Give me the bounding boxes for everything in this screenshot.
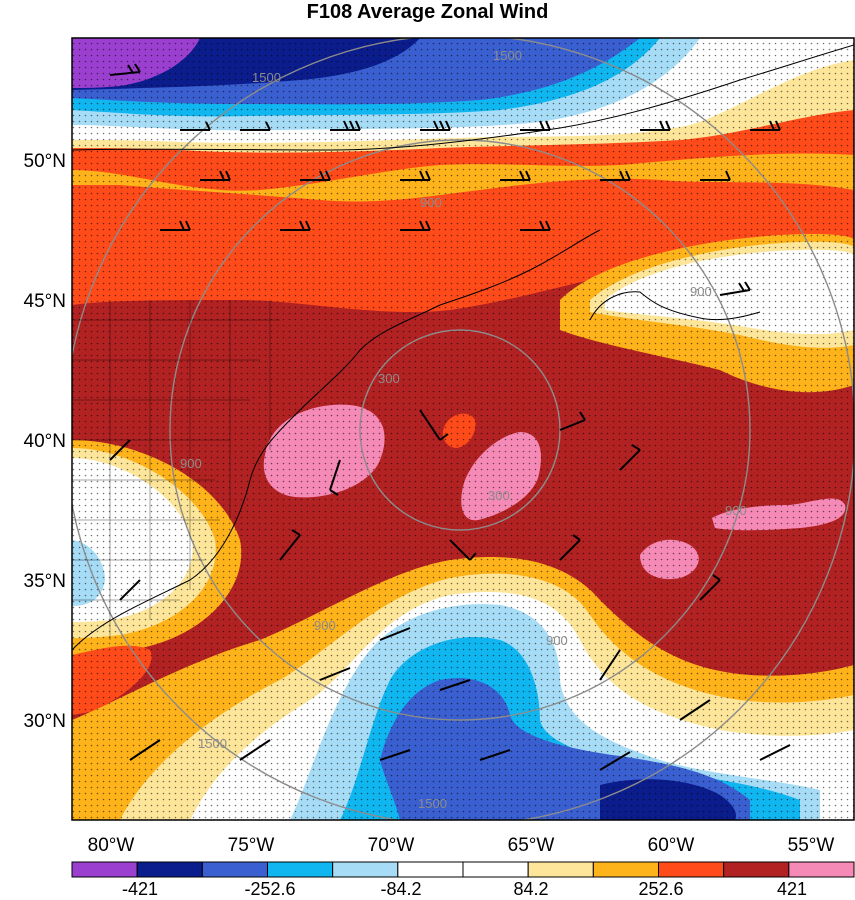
plot-frame [71,37,855,821]
contour-label-300: 300 [378,371,400,386]
contour-label-900: 900 [725,503,747,518]
colorbar-swatch [71,861,138,878]
political-boundaries [72,300,280,640]
lat-label-30n: 30°N [23,711,66,732]
colorbar-swatch [527,861,594,878]
colorbar-swatch [201,861,268,878]
contour-label-300: 300 [488,488,510,503]
colorbar-swatch [332,861,399,878]
lon-label-55w: 55°W [787,835,835,856]
colorbar-label: 252.6 [638,879,684,899]
lat-label-40n: 40°N [23,431,66,452]
colorbar-label: -252.6 [244,879,296,899]
colorbar-label: -84.2 [380,879,422,899]
wind-barbs [109,63,791,771]
colorbar-swatch [592,861,659,878]
colorbar-swatch [136,861,203,878]
colorbar-label: -421 [121,879,159,899]
colorbar-swatch [658,861,725,878]
coastlines [72,44,854,651]
contour-label-1500: 1500 [493,48,522,63]
colorbar-label: 84.2 [513,879,549,899]
coastline-north [72,44,854,151]
lat-label-50n: 50°N [23,151,66,172]
contour-label-900: 900 [420,195,442,210]
significance-stipple [72,38,854,820]
coastline-newfoundland [589,291,761,321]
contour-label-900: 900 [314,618,336,633]
coastline-nova-scotia [439,229,601,306]
map-plot-area: 1500 1500 900 900 300 300 900 900 900 90… [72,38,854,820]
colorbar [71,861,855,878]
colorbar-swatch [267,861,334,878]
lon-label-65w: 65°W [507,835,555,856]
range-ring-middle [169,139,751,721]
lon-label-70w: 70°W [367,835,415,856]
lat-label-45n: 45°N [23,291,66,312]
contour-label-900: 900 [690,284,712,299]
contour-label-900: 900 [180,456,202,471]
coastline-east-us [72,304,441,651]
colorbar-swatch [788,861,855,878]
colorbar-swatch [723,861,790,878]
contour-label-1500: 1500 [198,736,227,751]
lon-label-80w: 80°W [87,835,135,856]
map-title: F108 Average Zonal Wind [306,1,549,23]
colorbar-label: 421 [776,879,808,899]
lon-label-60w: 60°W [647,835,695,856]
lon-label-75w: 75°W [227,835,275,856]
contour-label-900: 900 [546,633,568,648]
contour-label-1500: 1500 [252,70,281,85]
colorbar-swatch [397,861,464,878]
colorbar-swatch [462,861,529,878]
lat-label-35n: 35°N [23,571,66,592]
contour-label-1500: 1500 [418,796,447,811]
contour-labels: 1500 1500 900 900 300 300 900 900 900 90… [180,48,747,811]
